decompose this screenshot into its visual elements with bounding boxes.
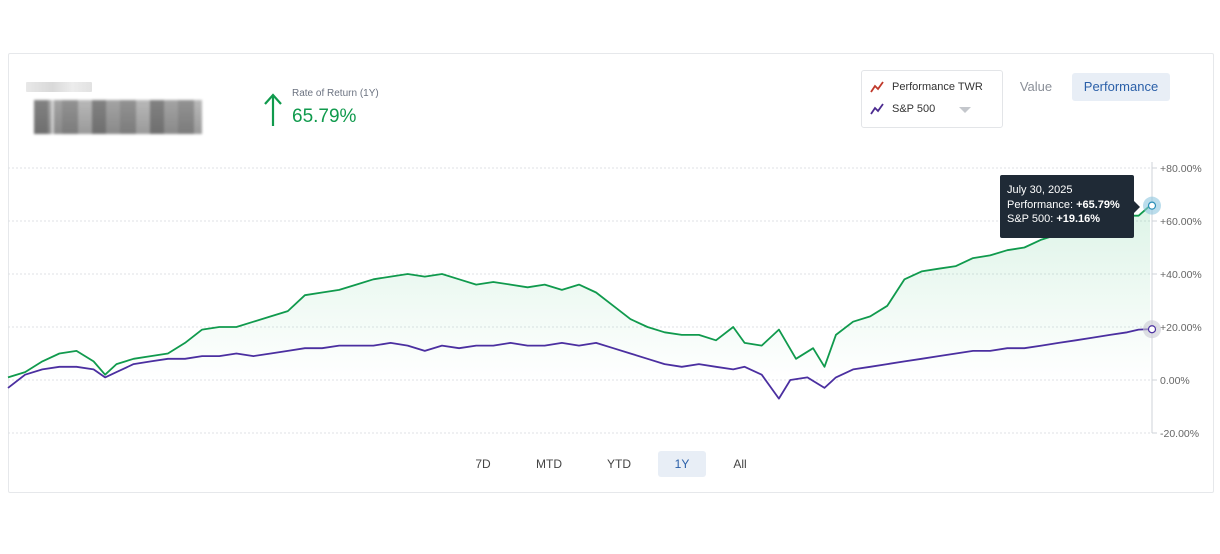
range-mtd-button[interactable]: MTD xyxy=(536,457,562,471)
tooltip-sp500-row: S&P 500: +19.16% xyxy=(1007,212,1127,227)
range-7d-button[interactable]: 7D xyxy=(475,457,491,471)
sp500-series-line xyxy=(7,328,1151,400)
y-tick-label: +60.00% xyxy=(1160,216,1202,228)
y-tick-label: -20.00% xyxy=(1160,428,1199,440)
account-name-redacted xyxy=(26,82,92,92)
legend-label-sp500: S&P 500 xyxy=(892,103,936,115)
y-tick-label: +40.00% xyxy=(1160,269,1202,281)
sp500-hover-marker xyxy=(1143,320,1161,339)
tooltip-sp500-label: S&P 500: xyxy=(1007,213,1054,225)
tooltip-performance-row: Performance: +65.79% xyxy=(1007,198,1127,213)
tooltip-performance-value: +65.79% xyxy=(1076,198,1120,211)
series-legend[interactable]: Performance TWR S&P 500 xyxy=(861,70,1003,128)
legend-label-performance: Performance TWR xyxy=(892,81,983,93)
y-tick-label: 0.00% xyxy=(1160,375,1190,387)
value-toggle-button[interactable]: Value xyxy=(1019,79,1053,94)
rate-of-return-value: 65.79% xyxy=(292,106,357,127)
tooltip-date: July 30, 2025 xyxy=(1007,184,1073,196)
performance-hover-marker xyxy=(1143,196,1161,215)
chart-tooltip: July 30, 2025 Performance: +65.79% S&P 5… xyxy=(1000,175,1140,238)
y-tick-label: +80.00% xyxy=(1160,163,1202,175)
range-all-button[interactable]: All xyxy=(733,457,747,471)
line-trend-icon xyxy=(870,81,884,93)
chevron-down-icon[interactable] xyxy=(959,107,971,113)
rate-of-return-label: Rate of Return (1Y) xyxy=(292,88,379,99)
range-1y-button[interactable]: 1Y xyxy=(658,451,706,477)
performance-series-line xyxy=(7,205,1151,379)
tooltip-sp500-value: +19.16% xyxy=(1056,213,1101,225)
performance-area-fill xyxy=(8,205,1150,380)
legend-item-sp500[interactable]: S&P 500 xyxy=(870,101,971,117)
legend-item-performance[interactable]: Performance TWR xyxy=(870,79,983,95)
tooltip-performance-label: Performance: xyxy=(1007,198,1074,211)
up-arrow-icon xyxy=(264,93,282,126)
line-trend-icon xyxy=(870,103,884,115)
account-value-redacted xyxy=(34,100,202,134)
performance-toggle-button[interactable]: Performance xyxy=(1072,73,1170,101)
range-ytd-button[interactable]: YTD xyxy=(607,457,631,471)
time-range-selector: 7D MTD YTD 1Y All xyxy=(0,451,1220,477)
y-tick-label: +20.00% xyxy=(1160,322,1202,334)
